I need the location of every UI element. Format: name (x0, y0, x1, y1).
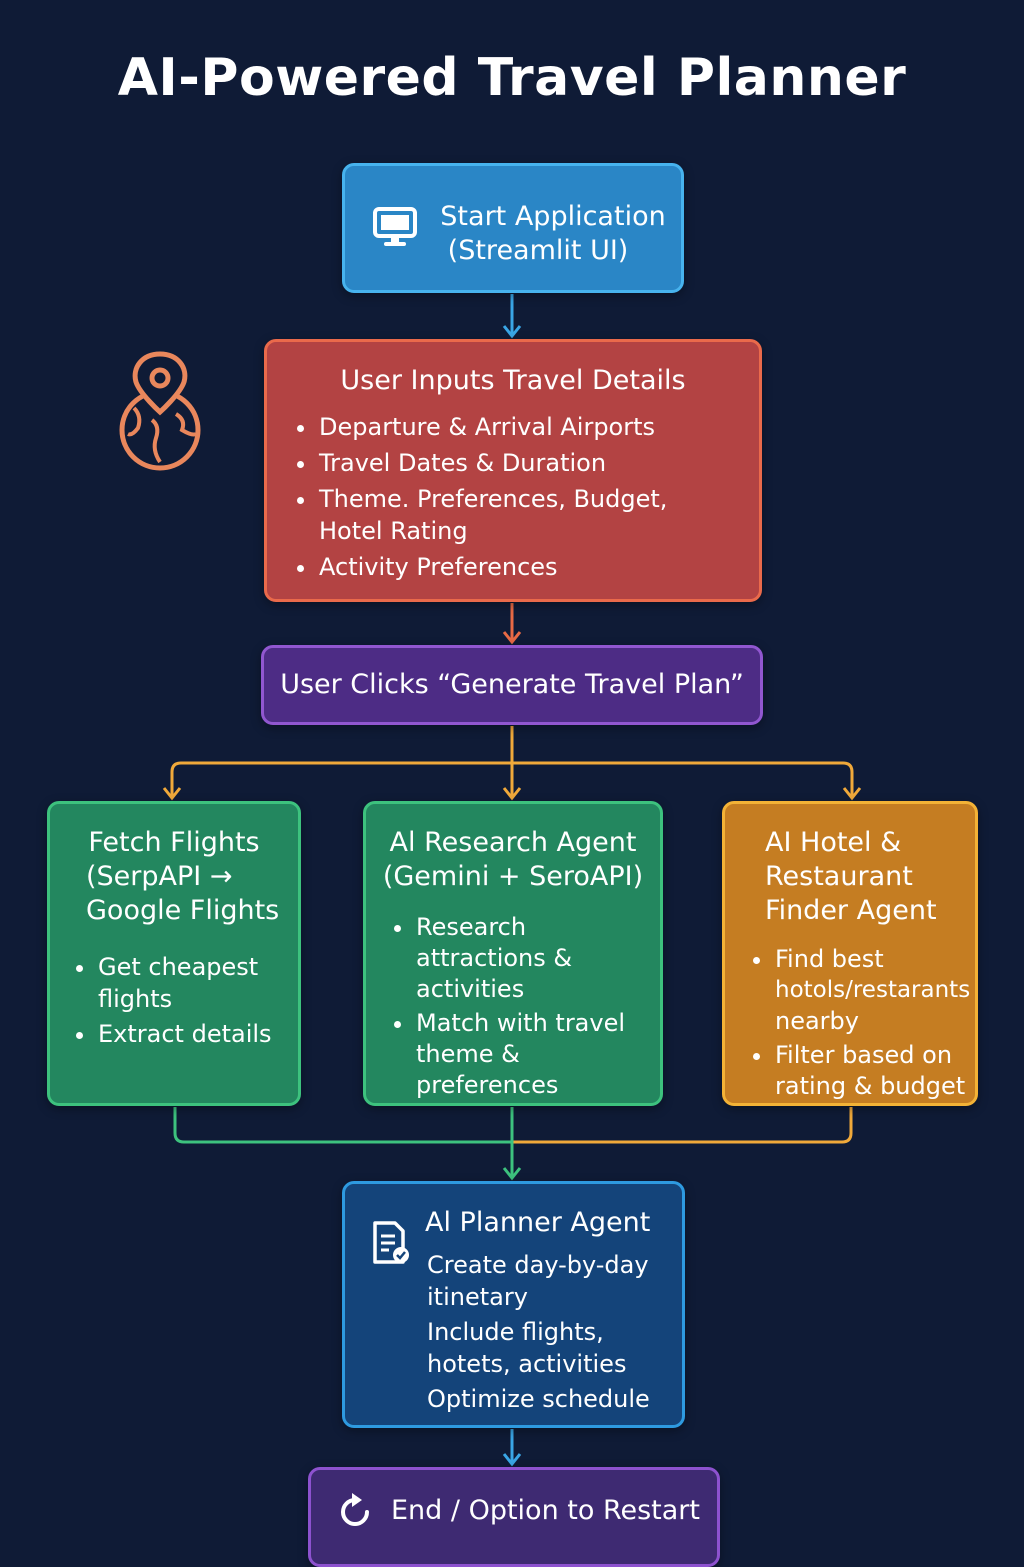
research-list: Research (394, 912, 654, 943)
hotel-list: Find best (753, 944, 975, 975)
arrowhead-to-planner (502, 1167, 522, 1181)
hotel-heading-2: Restaurant (765, 861, 913, 892)
flights-list-2: Extract details (76, 1019, 296, 1050)
list-item: Filter based on (753, 1040, 975, 1071)
research-agent-node: Al Research Agent (Gemini + SeroAPI) Res… (363, 801, 663, 1106)
inputs-list: Departure & Arrival Airports Travel Date… (297, 412, 737, 515)
flights-list: Get cheapest (76, 952, 296, 983)
list-item: Theme. Preferences, Budget, (297, 484, 737, 515)
inputs-list-2: Activity Preferences (297, 552, 737, 583)
flights-heading-1: Fetch Flights (88, 827, 260, 858)
list-item-continuation: rating & budget (775, 1072, 966, 1100)
planner-line: Create day-by-day (427, 1251, 649, 1279)
list-item: Extract details (76, 1019, 296, 1050)
start-line-1: Start Application (440, 201, 666, 232)
research-list-2: Match with travel (394, 1008, 654, 1039)
restart-icon (341, 1493, 369, 1526)
arrowhead-to-flights (162, 787, 182, 801)
end-label: End / Option to Restart (391, 1495, 700, 1526)
start-application-node: Start Application (Streamlit UI) (342, 163, 684, 293)
list-item-continuation: activities (416, 975, 525, 1003)
globe-location-pin-icon (119, 351, 201, 471)
hotel-restaurant-agent-node: AI Hotel & Restaurant Finder Agent Find … (722, 801, 978, 1106)
fetch-flights-node: Fetch Flights (SerpAPI → Google Flights … (47, 801, 301, 1106)
list-item: Departure & Arrival Airports (297, 412, 737, 443)
arrowhead-inputs-to-generate (502, 631, 522, 645)
planner-agent-node: Al Planner Agent Create day-by-day itine… (342, 1181, 685, 1428)
list-item-continuation: attractions & (416, 944, 573, 972)
research-heading-1: Al Research Agent (389, 827, 637, 858)
generate-label: User Clicks “Generate Travel Plan” (280, 669, 744, 700)
end-restart-node: End / Option to Restart (308, 1467, 720, 1567)
list-item-continuation: Hotel Rating (319, 517, 468, 545)
planner-line: Optimize schedule (427, 1385, 650, 1413)
hotel-list-2: Filter based on (753, 1040, 975, 1071)
list-item: Get cheapest (76, 952, 296, 983)
generate-travel-plan-node: User Clicks “Generate Travel Plan” (261, 645, 763, 725)
page-title: AI-Powered Travel Planner (117, 48, 907, 108)
document-check-icon (373, 1221, 409, 1264)
arrowhead-planner-to-end (502, 1453, 522, 1467)
hotel-heading-1: AI Hotel & (765, 827, 902, 858)
flights-heading-3: Google Flights (86, 895, 280, 926)
planner-line: hotets, activities (427, 1350, 627, 1378)
arrowhead-to-hotel (842, 787, 862, 801)
list-item-continuation: nearby (775, 1007, 859, 1035)
list-item-continuation: hotols/restarants (775, 977, 971, 1003)
merge-right (512, 1107, 853, 1144)
monitor-icon (373, 207, 417, 246)
list-item-continuation: theme & preferences (416, 1040, 559, 1099)
user-inputs-node: User Inputs Travel Details Departure & A… (264, 339, 762, 602)
planner-heading: Al Planner Agent (425, 1207, 651, 1238)
planner-line: itinetary (427, 1283, 528, 1311)
inputs-heading: User Inputs Travel Details (340, 365, 686, 396)
merge-left (173, 1107, 512, 1144)
planner-line: Include flights, (427, 1318, 604, 1346)
list-item: Find best (753, 944, 975, 975)
list-item: Activity Preferences (297, 552, 737, 583)
list-item: Travel Dates & Duration (297, 448, 737, 479)
list-item: Research (394, 912, 654, 943)
list-item-continuation: flights (98, 985, 173, 1013)
start-line-2: (Streamlit UI) (447, 235, 629, 266)
flights-heading-2: (SerpAPI → (86, 861, 233, 892)
research-heading-2: (Gemini + SeroAPI) (382, 861, 644, 892)
list-item: Match with travel (394, 1008, 654, 1039)
hotel-heading-3: Finder Agent (765, 895, 937, 926)
arrowhead-start-to-inputs (502, 325, 522, 339)
branch-bar (170, 761, 854, 797)
arrowhead-to-research (502, 787, 522, 801)
